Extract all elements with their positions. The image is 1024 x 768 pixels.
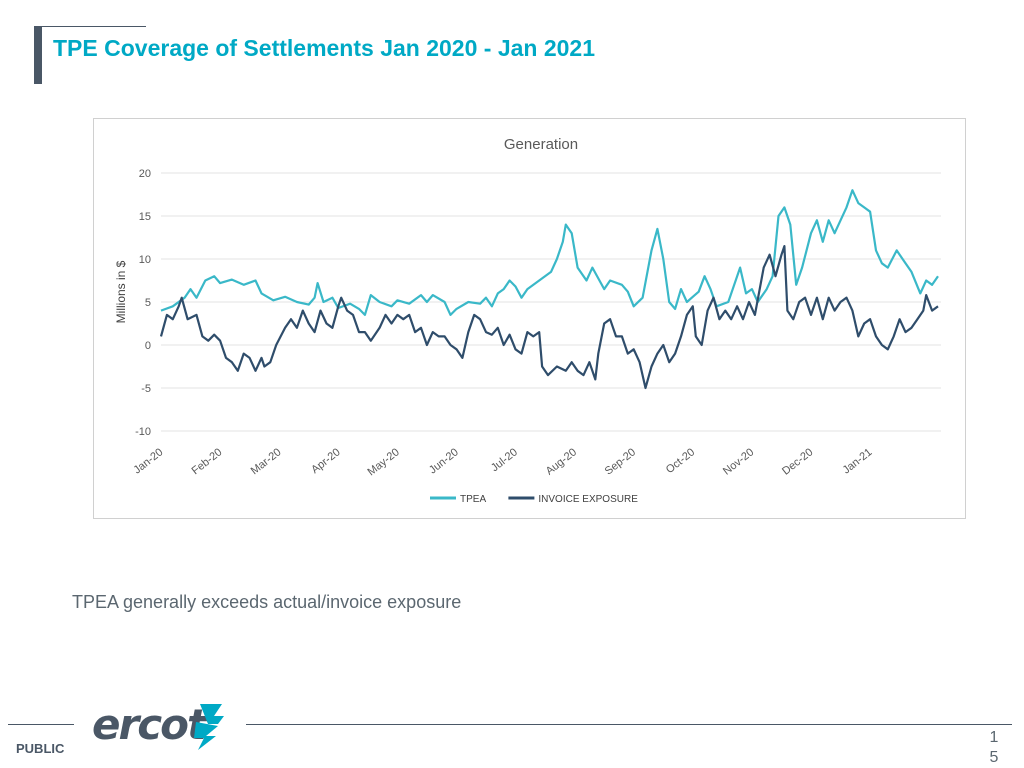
x-tick-label: Jan-21	[841, 446, 875, 476]
footer-rule-left	[8, 724, 74, 725]
x-tick-label: Jul-20	[489, 446, 520, 474]
y-tick-label: 5	[145, 297, 151, 309]
x-tick-label: May-20	[365, 446, 401, 478]
y-tick-label: 10	[139, 254, 151, 266]
ercot-logo: ercot	[92, 700, 232, 752]
chart-container: Generation 20 15 10 5 0 -5 -10 Millions in $ Jan-…	[93, 118, 966, 519]
y-tick-label: 0	[145, 340, 151, 352]
slide-caption: TPEA generally exceeds actual/invoice ex…	[72, 592, 462, 612]
chart-title: Generation	[504, 136, 578, 153]
x-tick-label: Dec-20	[780, 446, 815, 477]
lightning-bolt-icon	[194, 704, 224, 750]
x-tick-label: Apr-20	[309, 446, 342, 476]
y-tick-label: 15	[139, 211, 151, 223]
title-accent-bar	[34, 26, 42, 84]
slide-title: TPE Coverage of Settlements Jan 2020 - J…	[53, 35, 596, 61]
series-line	[159, 245, 939, 390]
x-tick-label: Oct-20	[664, 446, 697, 476]
y-tick-label: 20	[139, 168, 151, 180]
logo-wordmark: ercot	[92, 700, 207, 749]
x-tick-label: Nov-20	[721, 446, 756, 477]
y-tick-label: -10	[135, 426, 151, 438]
x-tick-label: Jun-20	[427, 446, 461, 476]
footer-rule-right	[246, 724, 1012, 725]
y-axis-label: Millions in $	[114, 260, 128, 323]
public-label: PUBLIC	[16, 741, 65, 756]
generation-chart: Generation 20 15 10 5 0 -5 -10 Millions in $ Jan-…	[114, 136, 941, 505]
legend-label: TPEA	[460, 494, 486, 505]
page-number: 15	[989, 729, 999, 766]
x-tick-label: Feb-20	[190, 446, 225, 477]
x-tick-label: Sep-20	[603, 446, 638, 477]
series-line	[160, 189, 939, 316]
x-tick-label: Mar-20	[249, 446, 284, 477]
legend-label: INVOICE EXPOSURE	[538, 494, 638, 505]
title-top-rule	[42, 26, 146, 27]
x-tick-label: Aug-20	[544, 446, 579, 477]
x-tick-label: Jan-20	[131, 446, 165, 476]
y-tick-label: -5	[141, 383, 151, 395]
